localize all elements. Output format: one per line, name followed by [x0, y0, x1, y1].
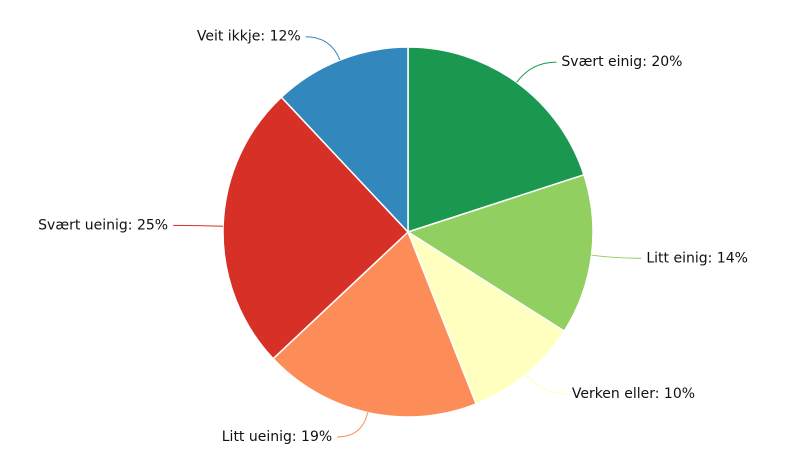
leader-line: [173, 224, 224, 227]
data-label: Verken eller: 10%: [572, 386, 695, 402]
pie-slice: [406, 230, 566, 405]
leader-line: [525, 374, 567, 395]
data-label: Veit ikkje: 12%: [197, 29, 301, 45]
pie-slice: [280, 46, 409, 234]
leader-line: [516, 61, 557, 83]
data-label: Litt einig: 14%: [646, 250, 748, 266]
pie-slice: [222, 96, 410, 360]
leader-line: [591, 254, 642, 259]
pie-slice: [406, 173, 594, 333]
pie-slice: [407, 46, 585, 234]
data-label: Svært einig: 20%: [561, 54, 682, 70]
data-label: Litt ueinig: 19%: [222, 429, 332, 445]
leader-line: [337, 412, 369, 438]
leader-line: [305, 36, 341, 61]
data-label: Svært ueinig: 25%: [38, 217, 168, 233]
